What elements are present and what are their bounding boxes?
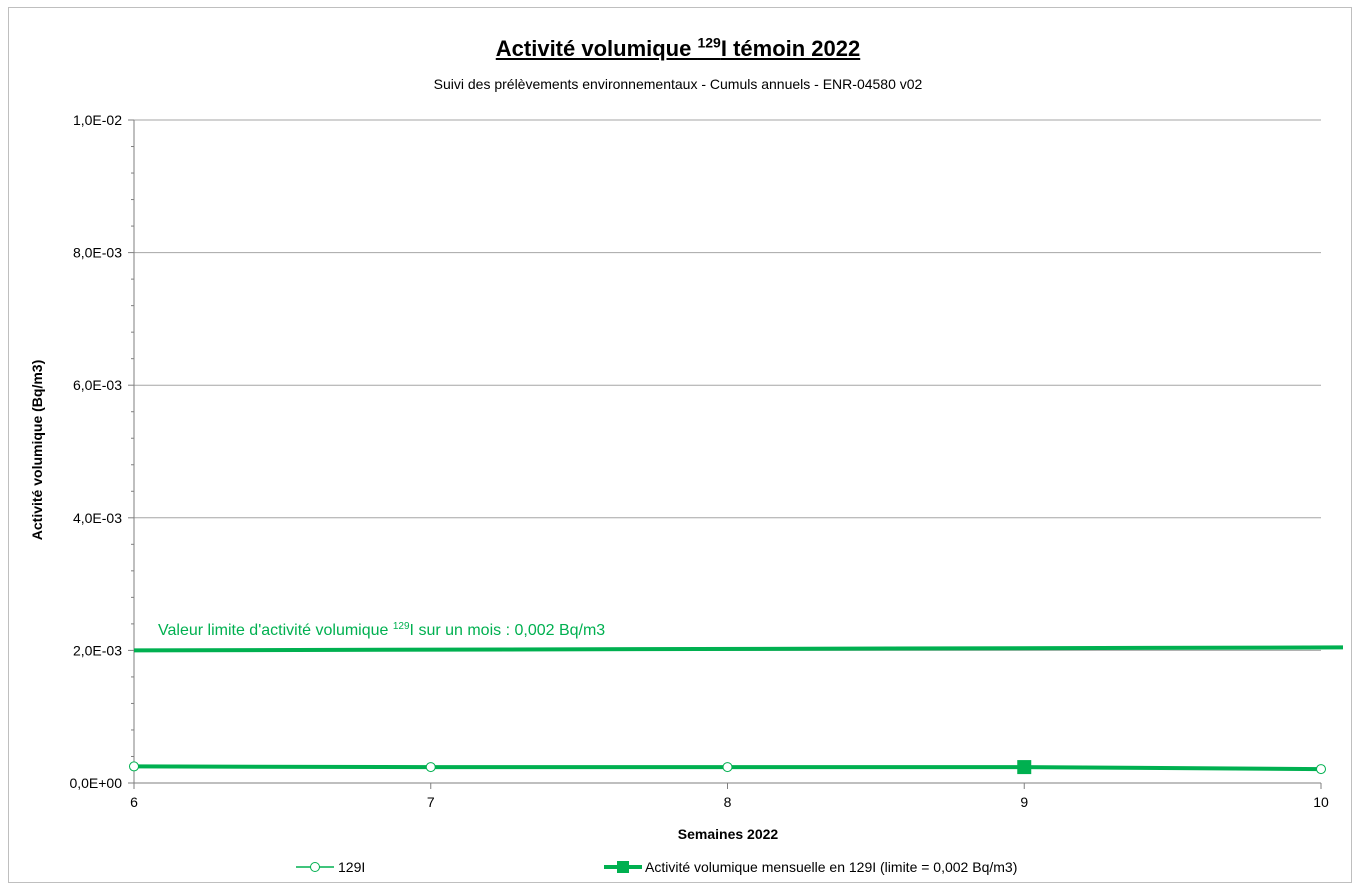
y-tick-labels: 0,0E+00 2,0E-03 4,0E-03 6,0E-03 8,0E-03 1,0E-…: [69, 112, 122, 791]
axes: [128, 119, 1322, 789]
y-axis-title: Activité volumique (Bq/m3): [29, 360, 45, 540]
y-tick-label: 4,0E-03: [73, 510, 122, 526]
y-tick-label: 0,0E+00: [69, 775, 122, 791]
data-point-129I: [1316, 764, 1326, 775]
x-tick-labels: 6 7 8 9 10: [130, 794, 1329, 810]
limit-annotation: Valeur limite d'activité volumique 129I …: [158, 621, 605, 639]
y-tick-label: 1,0E-02: [73, 112, 122, 128]
x-tick-label: 9: [1020, 794, 1028, 810]
legend-label-129I: 129I: [338, 859, 365, 875]
chart-title: Activité volumique 129I témoin 2022: [495, 35, 861, 62]
data-point-monthly: [1017, 760, 1032, 775]
series-layer: [129, 760, 1326, 775]
x-tick-label: 6: [130, 794, 138, 810]
data-point-129I: [425, 762, 436, 773]
x-tick-label: 8: [724, 794, 732, 810]
legend-marker-monthly: [617, 861, 629, 873]
legend-marker-129I: [310, 862, 320, 872]
limit-line: [133, 645, 1344, 653]
x-tick-label: 7: [427, 794, 435, 810]
data-point-129I: [129, 761, 139, 772]
chart-subtitle: Suivi des prélèvements environnementaux …: [433, 76, 923, 92]
y-tick-label: 8,0E-03: [73, 245, 122, 261]
y-tick-label: 6,0E-03: [73, 377, 122, 393]
x-axis-title: Semaines 2022: [678, 826, 779, 842]
x-tick-label: 10: [1313, 794, 1329, 810]
data-point-129I: [722, 762, 733, 773]
chart-frame: [8, 7, 1352, 883]
legend-label-monthly: Activité volumique mensuelle en 129I (li…: [645, 859, 1017, 875]
legend: 129I Activité volumique mensuelle en 129I…: [296, 859, 1017, 875]
gridlines: [134, 119, 1321, 651]
y-tick-label: 2,0E-03: [73, 642, 122, 658]
